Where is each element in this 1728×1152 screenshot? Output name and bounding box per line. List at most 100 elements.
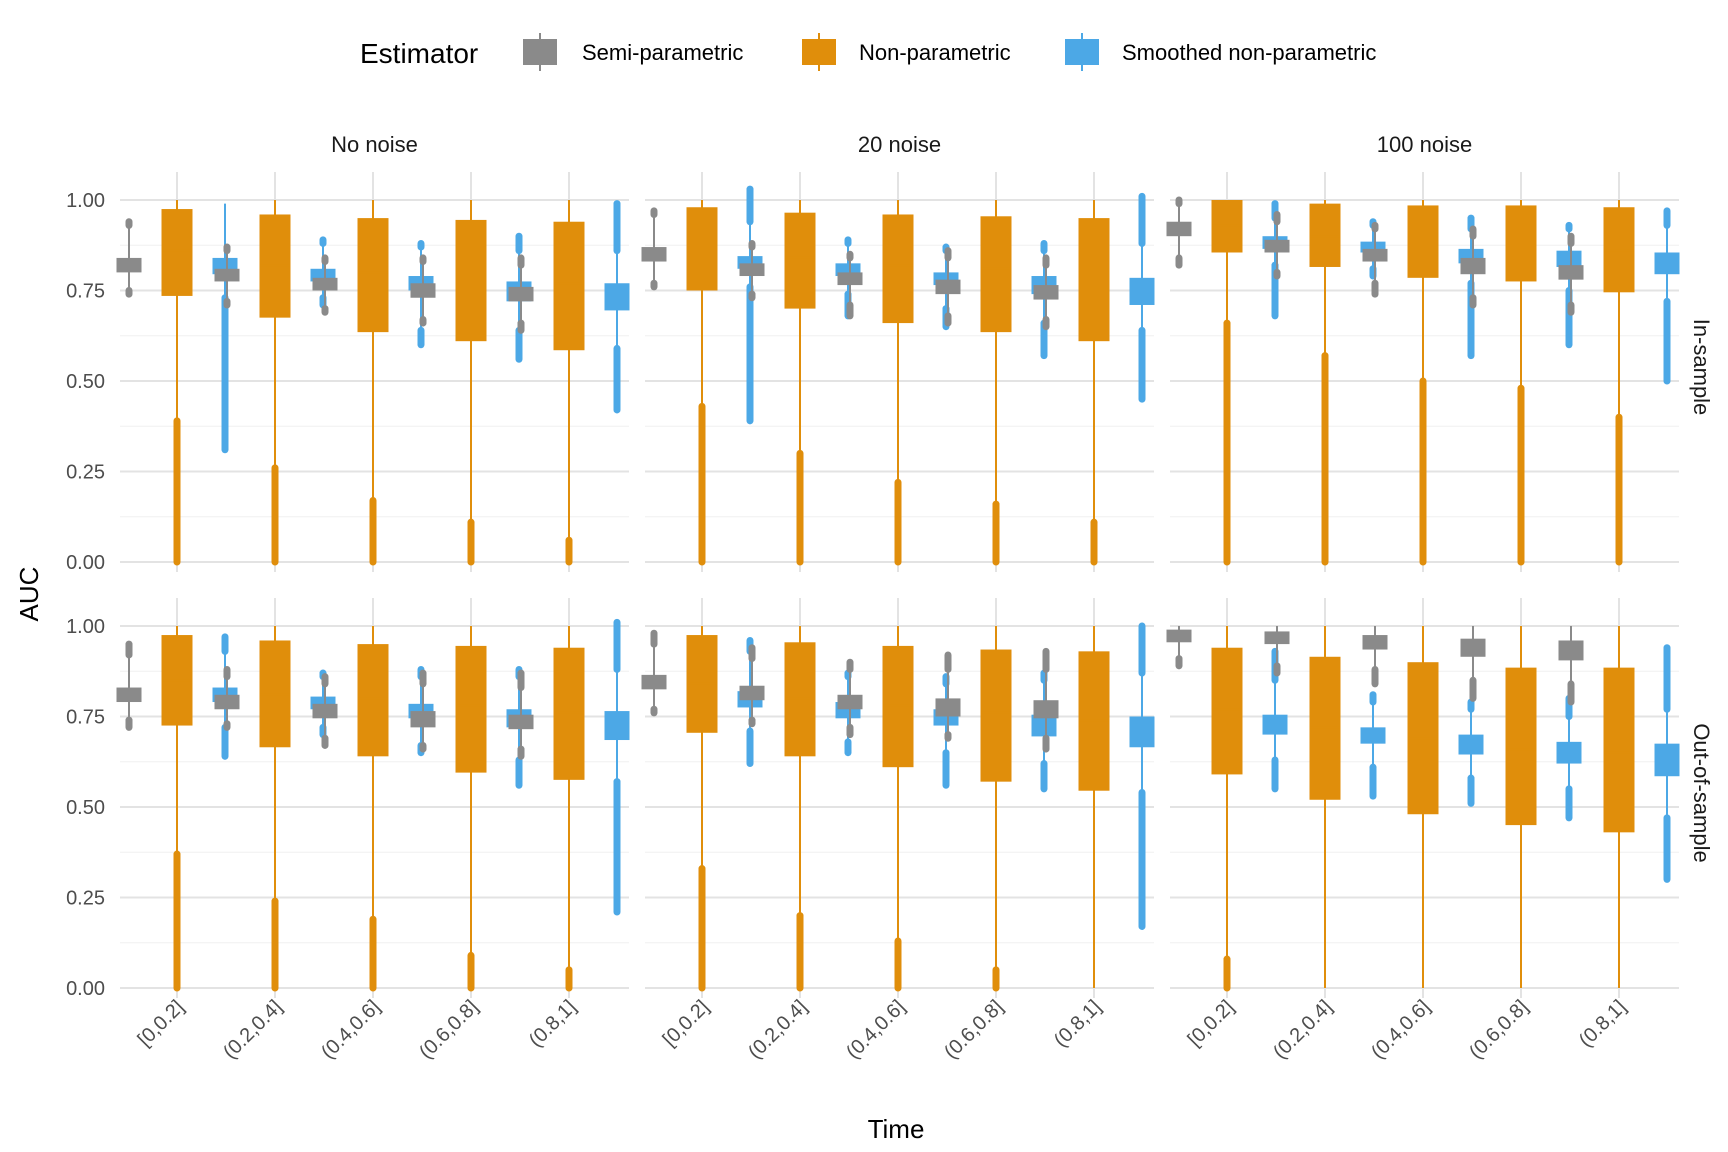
facet-strips: No noise 20 noise 100 noise In-sample Out-of…: [331, 132, 1714, 863]
y-tick-label: 0.00: [66, 552, 105, 574]
strip-label-row: In-sample: [1689, 319, 1714, 416]
boxplot-0: [1558, 626, 1584, 706]
y-tick-label: 1.00: [66, 616, 105, 638]
box: [686, 207, 718, 291]
boxplot-0: [116, 640, 142, 731]
box: [161, 209, 193, 296]
facet-panels: [116, 172, 1680, 998]
boxplot-0: [1460, 225, 1486, 309]
box: [784, 212, 816, 309]
boxplot-2: [1654, 207, 1680, 385]
boxplot-0: [1362, 626, 1388, 688]
boxplot-2: [1556, 221, 1582, 349]
boxplot-1: [980, 626, 1012, 992]
y-axis-title: AUC: [14, 567, 44, 622]
panel-boxes: [116, 618, 630, 992]
boxplot-1: [161, 626, 193, 992]
boxplot-1: [553, 626, 585, 992]
boxplot-1: [784, 626, 816, 992]
boxplot-0: [1362, 221, 1388, 298]
boxplot-1: [357, 626, 389, 992]
boxplot-0: [641, 207, 667, 291]
box: [1211, 647, 1243, 775]
boxplot-2: [604, 200, 630, 414]
boxplot-0: [935, 651, 961, 742]
box: [1078, 218, 1110, 342]
box: [357, 644, 389, 757]
box: [1407, 205, 1439, 278]
box: [1362, 635, 1388, 650]
boxplot-0: [1460, 626, 1486, 702]
boxplot-0: [935, 247, 961, 327]
boxplot-1: [1603, 626, 1635, 988]
boxplot-2: [1458, 698, 1484, 807]
box: [1654, 252, 1680, 275]
boxplot-0: [1558, 232, 1584, 316]
boxplot-0: [410, 254, 436, 327]
boxplot-0: [837, 658, 863, 739]
boxplot-1: [686, 200, 718, 566]
legend-key-non-parametric: [802, 33, 836, 71]
boxplot-0: [116, 218, 142, 298]
boxplot-1: [1309, 200, 1341, 566]
box: [1505, 205, 1537, 282]
boxplot-2: [1129, 622, 1155, 930]
boxplot-1: [1211, 200, 1243, 566]
boxplot-0: [739, 239, 765, 302]
boxplot-2: [1556, 694, 1582, 822]
boxplot-1: [882, 200, 914, 566]
x-axis-title: Time: [868, 1114, 925, 1144]
strip-label-row: Out-of-sample: [1689, 723, 1714, 862]
box: [604, 283, 630, 311]
boxplot-1: [784, 200, 816, 566]
boxplot-1: [357, 200, 389, 566]
legend-label-smoothed-non-parametric: Smoothed non-parametric: [1122, 40, 1376, 65]
boxplot-1: [686, 626, 718, 992]
legend-label-non-parametric: Non-parametric: [859, 40, 1011, 65]
boxplot-2: [1360, 691, 1386, 800]
boxplot-0: [1033, 647, 1059, 753]
boxplot-1: [259, 200, 291, 566]
box: [455, 219, 487, 342]
boxplot-1: [1407, 626, 1439, 988]
panel-boxes: [1166, 196, 1680, 566]
boxplot-0: [508, 669, 534, 760]
boxplot-1: [455, 626, 487, 992]
box: [357, 218, 389, 333]
y-tick-label: 0.50: [66, 371, 105, 393]
boxplot-0: [1033, 254, 1059, 331]
legend-key-smoothed-non-parametric: [1065, 33, 1099, 71]
box: [1505, 667, 1537, 826]
boxplot-2: [604, 618, 630, 916]
box: [980, 216, 1012, 333]
y-tick-label: 0.75: [66, 281, 105, 303]
boxplot-1: [1309, 626, 1341, 988]
boxplot-1: [259, 626, 291, 992]
panel-boxes: [641, 622, 1155, 992]
boxplot-1: [1603, 200, 1635, 566]
boxplot-1: [455, 200, 487, 566]
strip-label-col: 20 noise: [858, 132, 941, 157]
legend: Estimator Semi-parametric Non-parametric…: [360, 33, 1376, 71]
boxplot-0: [641, 629, 667, 717]
legend-key-semi-parametric: [523, 33, 557, 71]
boxplot-0: [410, 669, 436, 753]
y-tick-label: 0.25: [66, 462, 105, 484]
boxplot-0: [1264, 626, 1290, 677]
legend-label-semi-parametric: Semi-parametric: [582, 40, 743, 65]
box: [455, 645, 487, 773]
y-tick-label: 0.25: [66, 888, 105, 910]
boxplot-1: [161, 200, 193, 566]
boxplot-1: [1078, 200, 1110, 566]
panel-boxes: [116, 200, 630, 566]
boxplot-0: [1264, 210, 1290, 280]
boxplot-2: [1129, 192, 1155, 403]
box: [604, 711, 630, 741]
y-tick-label: 1.00: [66, 190, 105, 212]
boxplot-0: [214, 665, 240, 731]
boxplot-0: [739, 644, 765, 728]
boxplot-1: [1078, 626, 1110, 988]
boxplot-1: [1211, 626, 1243, 992]
boxplot-1: [1505, 626, 1537, 988]
